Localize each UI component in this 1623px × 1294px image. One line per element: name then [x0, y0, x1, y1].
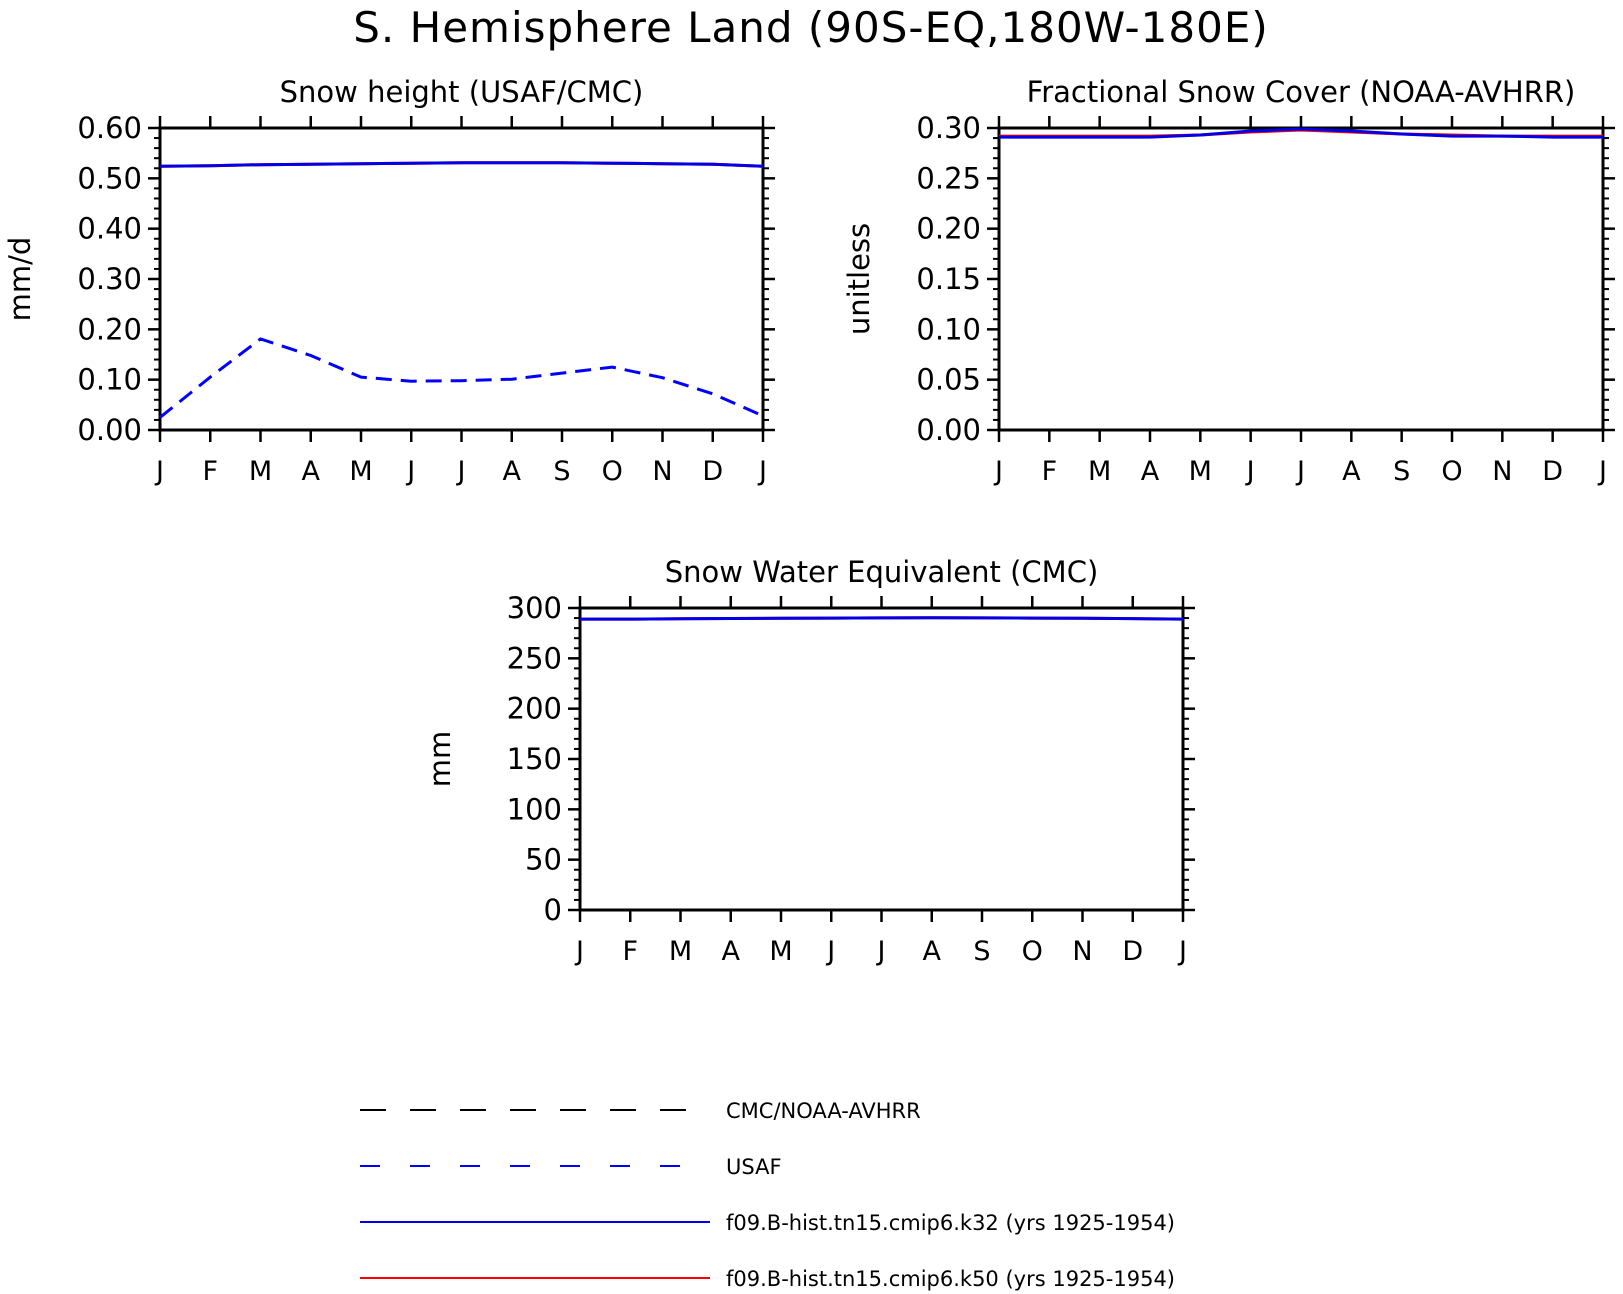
x-tick-label: J — [993, 456, 1003, 487]
figure-title: S. Hemisphere Land (90S-EQ,180W-180E) — [353, 3, 1269, 52]
legend-entry-2: USAF — [360, 1155, 782, 1179]
y-tick-label: 0.30 — [916, 111, 981, 145]
panel-title: Snow Water Equivalent (CMC) — [665, 555, 1099, 589]
x-tick-label: F — [622, 936, 638, 967]
x-tick-label: J — [1295, 456, 1305, 487]
y-tick-label: 0.20 — [916, 212, 981, 246]
y-tick-label: 0.10 — [77, 363, 142, 397]
y-tick-label: 300 — [507, 591, 562, 625]
panel-2: J F M A M J J A S O N D J0.000.050.100.150.200.250.3… — [842, 75, 1615, 487]
y-tick-label: 0.10 — [916, 312, 981, 346]
x-tick-label: A — [923, 936, 942, 967]
series-line-3 — [159, 337, 764, 419]
legend-entry-4: f09.B-hist.tn15.cmip6.k50 (yrs 1925-1954… — [360, 1267, 1175, 1291]
legend-label: f09.B-hist.tn15.cmip6.k50 (yrs 1925-1954… — [726, 1267, 1175, 1291]
x-tick-label: A — [1141, 456, 1160, 487]
y-tick-label: 100 — [507, 792, 562, 826]
x-tick-label: J — [825, 936, 835, 967]
x-tick-label: S — [553, 456, 570, 487]
legend-label: f09.B-hist.tn15.cmip6.k32 (yrs 1925-1954… — [726, 1211, 1175, 1235]
x-tick-label: A — [302, 456, 321, 487]
x-tick-label: J — [876, 936, 886, 967]
y-tick-label: 0.00 — [77, 413, 142, 447]
y-tick-label: 0.05 — [916, 363, 981, 397]
plot-frame — [158, 126, 765, 432]
x-tick-label: M — [769, 936, 792, 967]
y-tick-label: 0 — [544, 893, 562, 927]
y-tick-label: 0.50 — [77, 161, 142, 195]
y-tick-label: 0.20 — [77, 312, 142, 346]
x-tick-label: D — [1542, 456, 1563, 487]
x-tick-label: M — [349, 456, 372, 487]
x-tick-label: J — [1597, 456, 1607, 487]
x-tick-label: J — [574, 936, 584, 967]
x-tick-label: A — [1342, 456, 1361, 487]
legend-entry-1: CMC/NOAA-AVHRR — [360, 1099, 921, 1123]
x-tick-label: O — [1441, 456, 1462, 487]
legend-label: USAF — [726, 1155, 782, 1179]
y-tick-label: 250 — [507, 641, 562, 675]
x-tick-label: J — [154, 456, 164, 487]
x-tick-label: S — [1393, 456, 1410, 487]
x-tick-label: A — [722, 936, 741, 967]
x-tick-label: J — [1245, 456, 1255, 487]
x-tick-label: J — [1177, 936, 1187, 967]
y-tick-label: 0.25 — [916, 161, 981, 195]
x-tick-label: A — [503, 456, 522, 487]
x-tick-label: N — [1072, 936, 1092, 967]
series-line-2 — [159, 161, 764, 168]
plot-frame — [578, 606, 1185, 912]
y-tick-label: 0.15 — [916, 262, 981, 296]
x-tick-label: D — [702, 456, 723, 487]
x-tick-label: M — [1088, 456, 1111, 487]
legend-label: CMC/NOAA-AVHRR — [726, 1099, 921, 1123]
y-axis-label: unitless — [842, 223, 876, 335]
y-tick-label: 150 — [507, 742, 562, 776]
y-tick-label: 0.40 — [77, 212, 142, 246]
y-axis-label: mm/d — [3, 237, 37, 322]
panel-1: J F M A M J J A S O N D J0.000.100.200.300.400.500.6… — [3, 75, 775, 487]
y-tick-label: 200 — [507, 692, 562, 726]
series-line-2 — [580, 616, 1184, 621]
panels: J F M A M J J A S O N D J0.000.100.200.300.400.500.6… — [3, 75, 1615, 967]
y-tick-label: 0.00 — [916, 413, 981, 447]
panel-title: Fractional Snow Cover (NOAA-AVHRR) — [1027, 75, 1576, 109]
x-tick-label: D — [1122, 936, 1143, 967]
x-tick-label: S — [973, 936, 990, 967]
series-line-2 — [999, 127, 1603, 139]
y-axis-label: mm — [423, 731, 457, 788]
y-tick-label: 0.60 — [77, 111, 142, 145]
x-tick-label: N — [1492, 456, 1512, 487]
legend: CMC/NOAA-AVHRR USAF f09.B-hist.tn15.cmip6.… — [360, 1099, 1175, 1291]
legend-entry-3: f09.B-hist.tn15.cmip6.k32 (yrs 1925-1954… — [360, 1211, 1175, 1235]
x-tick-label: M — [1189, 456, 1212, 487]
x-tick-label: F — [202, 456, 218, 487]
panel-title: Snow height (USAF/CMC) — [280, 75, 644, 109]
x-tick-label: J — [405, 456, 415, 487]
x-tick-label: M — [249, 456, 272, 487]
x-tick-label: O — [1022, 936, 1043, 967]
x-tick-label: J — [757, 456, 767, 487]
x-tick-label: N — [652, 456, 672, 487]
y-tick-label: 50 — [525, 843, 562, 877]
y-tick-label: 0.30 — [77, 262, 142, 296]
x-tick-label: M — [669, 936, 692, 967]
x-tick-label: O — [602, 456, 623, 487]
plot-frame — [997, 126, 1605, 432]
x-tick-label: F — [1042, 456, 1058, 487]
x-tick-label: J — [456, 456, 466, 487]
